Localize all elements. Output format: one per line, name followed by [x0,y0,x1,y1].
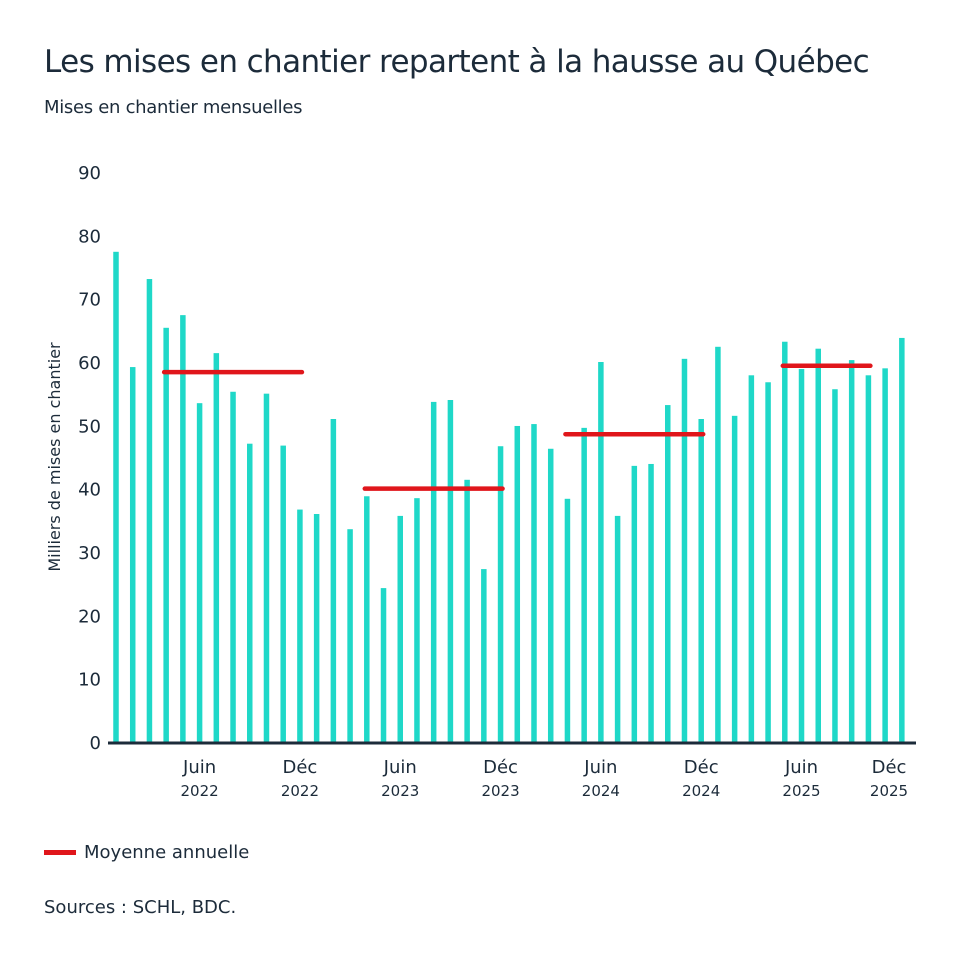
bar-2025-06 [798,368,805,742]
bar-2025-11 [882,368,888,742]
chart-title: Les mises en chantier repartent à la hau… [44,44,870,80]
bar-2025-04 [765,382,771,742]
bar-2025-01 [715,346,721,742]
bar-2023-04 [364,496,370,742]
x-tick-month: Juin [383,757,417,778]
bar-2022-05 [180,315,186,742]
bar-2022-07 [213,353,220,742]
x-tick-year: 2025 [870,782,908,800]
bar-2022-01 [113,251,119,743]
bar-2023-10 [464,479,470,742]
bar-2024-10 [665,405,671,742]
x-tick-month: Déc [684,757,719,778]
y-tick-label: 40 [78,480,101,501]
bar-2025-08 [832,389,838,742]
y-tick-label: 10 [78,670,101,691]
bar-2023-01 [313,514,320,742]
legend-average-swatch-icon [44,850,76,855]
bar-2024-11 [681,358,688,742]
bar-2022-10 [263,393,270,742]
bar-2024-02 [531,424,537,742]
y-tick-label: 80 [78,226,101,247]
y-tick-label: 50 [78,416,101,437]
annual-average-lines [161,363,873,491]
bar-2022-11 [280,445,286,742]
bar-2023-03 [347,529,353,742]
x-tick-year: 2023 [481,782,519,800]
bar-2024-05 [581,427,587,742]
bar-2023-08 [430,401,437,742]
x-tick-year: 2022 [181,782,219,800]
x-tick-month: Déc [282,757,317,778]
bar-2023-06 [397,515,403,742]
x-tick-year: 2024 [582,782,620,800]
x-tick-month: Juin [182,757,216,778]
bar-2022-03 [146,279,153,742]
bar-2024-04 [564,498,571,742]
source-note: Sources : SCHL, BDC. [44,897,237,918]
bar-2023-05 [380,588,387,742]
y-tick-label: 0 [90,733,101,754]
bar-2024-06 [598,362,604,742]
bar-2024-07 [614,515,621,742]
bar-2025-02 [731,415,738,742]
bar-2023-12 [497,446,504,742]
x-tick-month: Déc [872,757,907,778]
y-axis-ticks: 0 10 20 30 40 50 60 70 80 90 [78,163,101,754]
x-tick-month: Juin [784,757,818,778]
y-tick-label: 60 [78,353,101,374]
bar-2024-12 [698,419,704,742]
bar-2022-08 [230,391,236,742]
bar-2024-08 [631,465,638,742]
bar-2023-09 [447,400,454,742]
bar-2025-07 [815,348,821,742]
x-axis-ticks: Juin 2022 Déc 2022 Juin 2023 Déc 2023 Juin 2024 Dé… [181,757,909,800]
x-tick-year: 2024 [682,782,720,800]
x-tick-month: Juin [583,757,617,778]
y-tick-label: 20 [78,606,101,627]
bar-2025-09 [848,360,855,742]
bar-2025-12 [899,337,905,742]
bar-2022-04 [163,327,169,742]
x-tick-month: Déc [483,757,518,778]
chart-subtitle: Mises en chantier mensuelles [44,97,303,118]
legend: Moyenne annuelle [44,842,249,863]
bar-2023-07 [414,498,420,742]
x-tick-year: 2023 [381,782,419,800]
bar-2024-09 [648,463,654,742]
y-tick-label: 70 [78,290,101,311]
bar-2025-10 [865,375,872,742]
bar-2024-01 [514,425,521,742]
bar-2025-05 [782,341,788,742]
x-tick-year: 2025 [782,782,820,800]
bar-2023-02 [330,419,337,742]
bar-2023-11 [481,569,487,742]
x-tick-year: 2022 [281,782,319,800]
bar-2024-03 [547,448,554,742]
bar-2025-03 [748,375,755,742]
bars [113,251,905,743]
bar-2022-06 [196,403,203,742]
legend-label: Moyenne annuelle [84,842,250,863]
y-axis-label: Milliers de mises en chantier [45,342,64,572]
y-tick-label: 30 [78,543,101,564]
bar-2022-09 [247,443,253,742]
y-tick-label: 90 [78,163,101,184]
bar-2022-12 [297,509,303,742]
bar-2022-02 [129,367,136,742]
